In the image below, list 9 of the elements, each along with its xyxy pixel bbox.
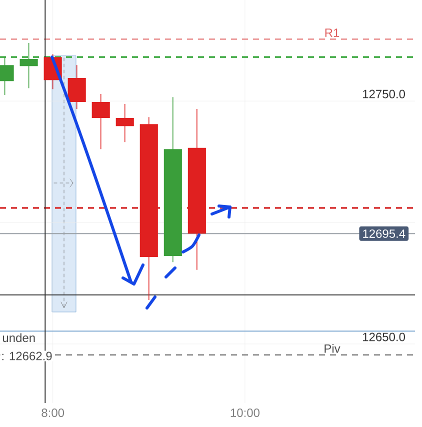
ref-line-label: Piv <box>324 344 340 353</box>
y-tick-label: 12650.0 <box>363 332 406 342</box>
ref-line-label: 12695.4 <box>363 229 406 238</box>
annotation: : 12662.9 <box>2 352 52 360</box>
x-tick-label: 8:00 <box>42 408 64 418</box>
x-tick-label: 10:00 <box>230 408 260 418</box>
ref-line-label: unden <box>2 333 35 342</box>
ref-line-label: R1 <box>325 28 340 37</box>
y-tick-label: 12750.0 <box>363 90 406 98</box>
